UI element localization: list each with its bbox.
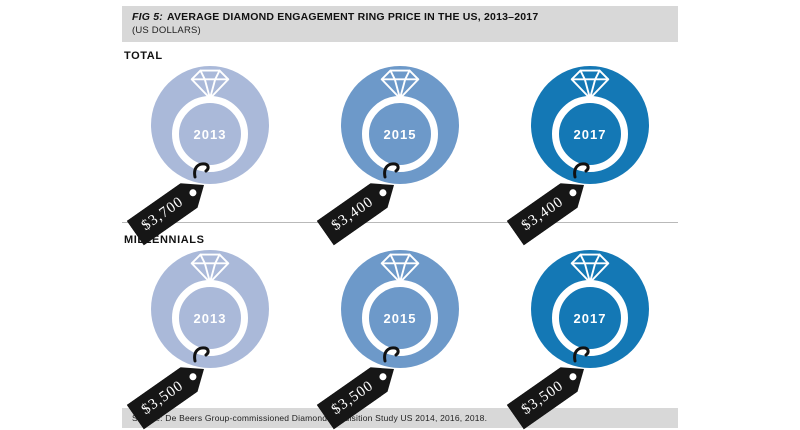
ring-row-millennials: 2013 $3,500 bbox=[122, 246, 678, 400]
ring-circle: 2015 bbox=[341, 66, 459, 184]
ring-circle: 2013 bbox=[151, 250, 269, 368]
tag-string-icon bbox=[193, 162, 210, 179]
year-label: 2015 bbox=[383, 310, 417, 326]
year-label: 2013 bbox=[193, 310, 227, 326]
tag-hole bbox=[188, 372, 198, 382]
figure-title-line: FIG 5: AVERAGE DIAMOND ENGAGEMENT RING PR… bbox=[132, 11, 668, 23]
tag-string-icon bbox=[573, 346, 590, 363]
ring-circle: 2017 bbox=[531, 66, 649, 184]
source-text: Source: De Beers Group-commissioned Diam… bbox=[132, 413, 488, 423]
tag-string-icon bbox=[383, 346, 400, 363]
ring-graphic: 2017 $3,500 bbox=[504, 248, 676, 400]
year-label: 2017 bbox=[573, 126, 607, 142]
figure-title: AVERAGE DIAMOND ENGAGEMENT RING PRICE IN… bbox=[166, 11, 539, 23]
ring-band: 2013 bbox=[172, 280, 248, 356]
tag-string-icon bbox=[383, 162, 400, 179]
figure-number-label: FIG 5: bbox=[132, 11, 163, 23]
section-label-total: TOTAL bbox=[124, 50, 163, 62]
figure-header: FIG 5: AVERAGE DIAMOND ENGAGEMENT RING PR… bbox=[122, 6, 678, 42]
section-total: TOTAL 2013 bbox=[122, 42, 678, 216]
tag-string-icon bbox=[193, 346, 210, 363]
tag-hole bbox=[378, 372, 388, 382]
ring-graphic: 2013 $3,700 bbox=[124, 64, 296, 216]
ring-graphic: 2015 $3,500 bbox=[314, 248, 486, 400]
ring-band: 2013 bbox=[172, 96, 248, 172]
diamond-icon bbox=[380, 253, 420, 284]
figure-container: FIG 5: AVERAGE DIAMOND ENGAGEMENT RING PR… bbox=[122, 6, 678, 428]
ring-circle: 2017 bbox=[531, 250, 649, 368]
year-label: 2017 bbox=[573, 310, 607, 326]
tag-hole bbox=[378, 188, 388, 198]
diamond-icon bbox=[190, 253, 230, 284]
diamond-icon bbox=[190, 69, 230, 100]
figure-subtitle: (US DOLLARS) bbox=[132, 25, 201, 36]
tag-hole bbox=[568, 372, 578, 382]
tag-string-icon bbox=[573, 162, 590, 179]
diamond-icon bbox=[570, 253, 610, 284]
ring-graphic: 2017 $3,400 bbox=[504, 64, 676, 216]
source-bar: Source: De Beers Group-commissioned Diam… bbox=[122, 408, 678, 428]
ring-band: 2017 bbox=[552, 96, 628, 172]
ring-graphic: 2013 $3,500 bbox=[124, 248, 296, 400]
diamond-icon bbox=[570, 69, 610, 100]
tag-hole bbox=[568, 188, 578, 198]
ring-band: 2015 bbox=[362, 96, 438, 172]
tag-hole bbox=[188, 188, 198, 198]
diamond-icon bbox=[380, 69, 420, 100]
ring-band: 2015 bbox=[362, 280, 438, 356]
year-label: 2015 bbox=[383, 126, 417, 142]
year-label: 2013 bbox=[193, 126, 227, 142]
ring-band: 2017 bbox=[552, 280, 628, 356]
ring-row-total: 2013 $3,700 bbox=[122, 62, 678, 216]
ring-graphic: 2015 $3,400 bbox=[314, 64, 486, 216]
ring-circle: 2013 bbox=[151, 66, 269, 184]
section-label-millennials: MILLENNIALS bbox=[124, 234, 205, 246]
ring-circle: 2015 bbox=[341, 250, 459, 368]
section-millennials: MILLENNIALS 2013 bbox=[122, 222, 678, 400]
